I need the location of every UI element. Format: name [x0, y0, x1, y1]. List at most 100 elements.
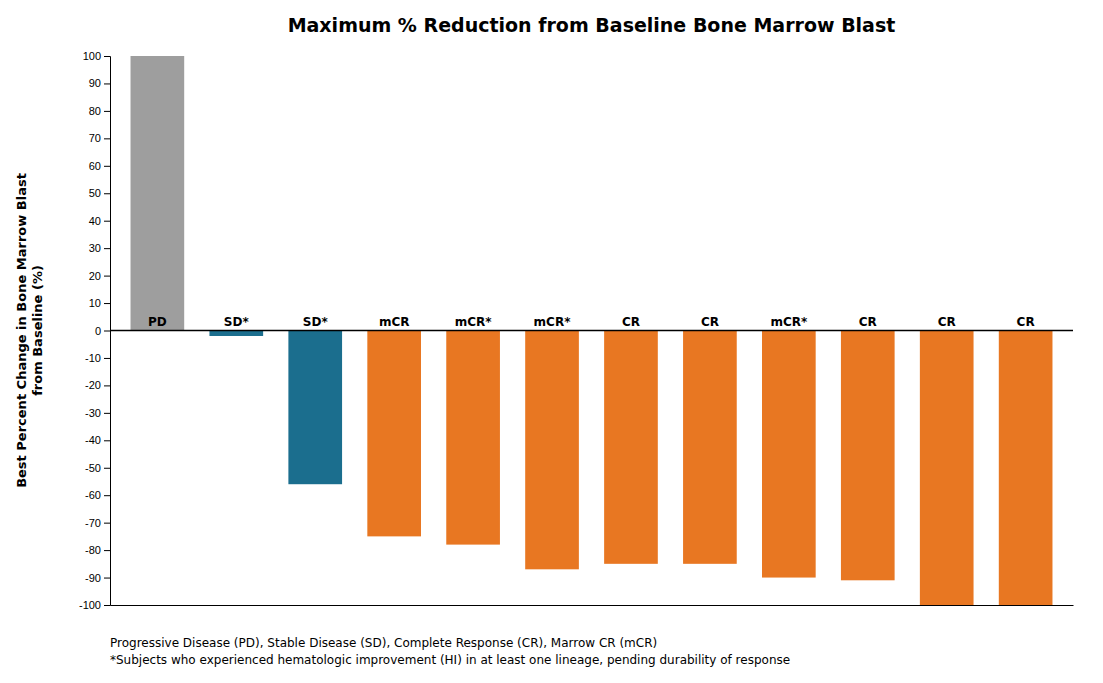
- y-axis: -100-90-80-70-60-50-40-30-20-10010203040…: [79, 50, 111, 611]
- y-tick-label: -30: [85, 407, 101, 419]
- y-tick-mark: [104, 221, 110, 222]
- y-tick-label: 10: [89, 297, 101, 309]
- y-tick-label: -10: [85, 352, 101, 364]
- y-tick-mark: [104, 56, 110, 57]
- bar: [288, 331, 342, 485]
- y-tick: 100: [83, 50, 110, 62]
- bar: [999, 331, 1053, 606]
- y-tick: 50: [89, 187, 110, 199]
- bar: [367, 331, 421, 537]
- category-label: CR: [1017, 315, 1035, 329]
- category-label: mCR*: [534, 315, 572, 329]
- y-axis-title: Best Percent Change in Bone Marrow Blast…: [14, 173, 45, 488]
- y-tick-mark: [104, 495, 110, 496]
- y-tick-label: 70: [89, 132, 101, 144]
- y-tick: 30: [89, 242, 110, 254]
- y-tick: -80: [85, 544, 110, 556]
- y-tick-label: 0: [95, 325, 101, 337]
- y-tick: -10: [85, 352, 110, 364]
- bar: [209, 331, 263, 336]
- y-tick-label: -90: [85, 572, 101, 584]
- chart: -100-90-80-70-60-50-40-30-20-10010203040…: [0, 0, 1103, 683]
- category-label: CR: [938, 315, 956, 329]
- bar: [446, 331, 500, 545]
- category-label: CR: [701, 315, 719, 329]
- y-tick-mark: [104, 550, 110, 551]
- y-tick-label: 90: [89, 77, 101, 89]
- y-tick: -40: [85, 434, 110, 446]
- y-tick: 70: [89, 132, 110, 144]
- y-tick-mark: [104, 83, 110, 84]
- bar: [525, 331, 579, 570]
- y-tick: 60: [89, 160, 110, 172]
- y-tick-label: 60: [89, 160, 101, 172]
- y-tick: 20: [89, 270, 110, 282]
- plot: -100-90-80-70-60-50-40-30-20-10010203040…: [79, 50, 1074, 611]
- y-tick-label: 80: [89, 105, 101, 117]
- category-label: mCR*: [770, 315, 808, 329]
- y-tick-mark: [104, 413, 110, 414]
- y-axis-line: [104, 57, 111, 606]
- y-tick-mark: [104, 385, 110, 386]
- category-label: SD*: [224, 315, 250, 329]
- y-tick-label: 50: [89, 187, 101, 199]
- footnote: *Subjects who experienced hematologic im…: [110, 653, 790, 667]
- y-tick-mark: [104, 468, 110, 469]
- y-axis-title-line: Best Percent Change in Bone Marrow Blast: [14, 173, 29, 488]
- bar: [920, 331, 974, 606]
- y-tick-mark: [104, 276, 110, 277]
- y-tick-mark: [104, 303, 110, 304]
- x-axis-line: [111, 605, 1074, 606]
- y-tick-label: -70: [85, 517, 101, 529]
- y-tick-label: -60: [85, 489, 101, 501]
- y-tick-label: 30: [89, 242, 101, 254]
- y-tick-mark: [104, 111, 110, 112]
- y-tick: -30: [85, 407, 110, 419]
- zero-line: [110, 330, 1073, 332]
- y-tick-label: 20: [89, 270, 101, 282]
- category-label: SD*: [303, 315, 329, 329]
- y-tick: 10: [89, 297, 110, 309]
- bar: [841, 331, 895, 581]
- category-label: PD: [148, 315, 167, 329]
- y-tick: -20: [85, 379, 110, 391]
- category-label: CR: [622, 315, 640, 329]
- y-tick: 90: [89, 77, 110, 89]
- y-tick-label: -40: [85, 434, 101, 446]
- y-tick: -50: [85, 462, 110, 474]
- y-tick-label: -80: [85, 544, 101, 556]
- y-tick-mark: [104, 138, 110, 139]
- y-tick: 0: [95, 325, 110, 337]
- y-tick: -90: [85, 572, 110, 584]
- y-tick-mark: [104, 578, 110, 579]
- y-tick: 40: [89, 215, 110, 227]
- y-tick-mark: [104, 358, 110, 359]
- y-tick-label: 100: [83, 50, 101, 62]
- title: Maximum % Reduction from Baseline Bone M…: [288, 14, 896, 36]
- footnotes: Progressive Disease (PD), Stable Disease…: [110, 636, 790, 667]
- bar: [131, 56, 185, 331]
- y-tick-mark: [104, 605, 110, 606]
- y-tick: -60: [85, 489, 110, 501]
- x-axis: [111, 605, 1074, 606]
- y-axis-title-line: from Baseline (%): [30, 265, 45, 396]
- y-tick-label: -50: [85, 462, 101, 474]
- y-tick-mark: [104, 193, 110, 194]
- y-tick-mark: [104, 248, 110, 249]
- y-tick-label: -20: [85, 379, 101, 391]
- bar: [604, 331, 658, 564]
- y-tick: -70: [85, 517, 110, 529]
- y-tick-mark: [104, 523, 110, 524]
- category-label: CR: [859, 315, 877, 329]
- category-label: mCR*: [455, 315, 493, 329]
- y-tick: 80: [89, 105, 110, 117]
- y-tick-mark: [104, 331, 110, 332]
- y-tick-label: -100: [79, 599, 101, 611]
- footnote: Progressive Disease (PD), Stable Disease…: [110, 636, 657, 650]
- bar: [762, 331, 816, 578]
- category-label: mCR: [379, 315, 410, 329]
- category-labels: PD SD* SD* mCR mCR* mCR* CR CR mCR* CR CR CR: [148, 315, 1035, 329]
- y-tick-mark: [104, 166, 110, 167]
- y-tick-mark: [104, 440, 110, 441]
- bar: [683, 331, 737, 564]
